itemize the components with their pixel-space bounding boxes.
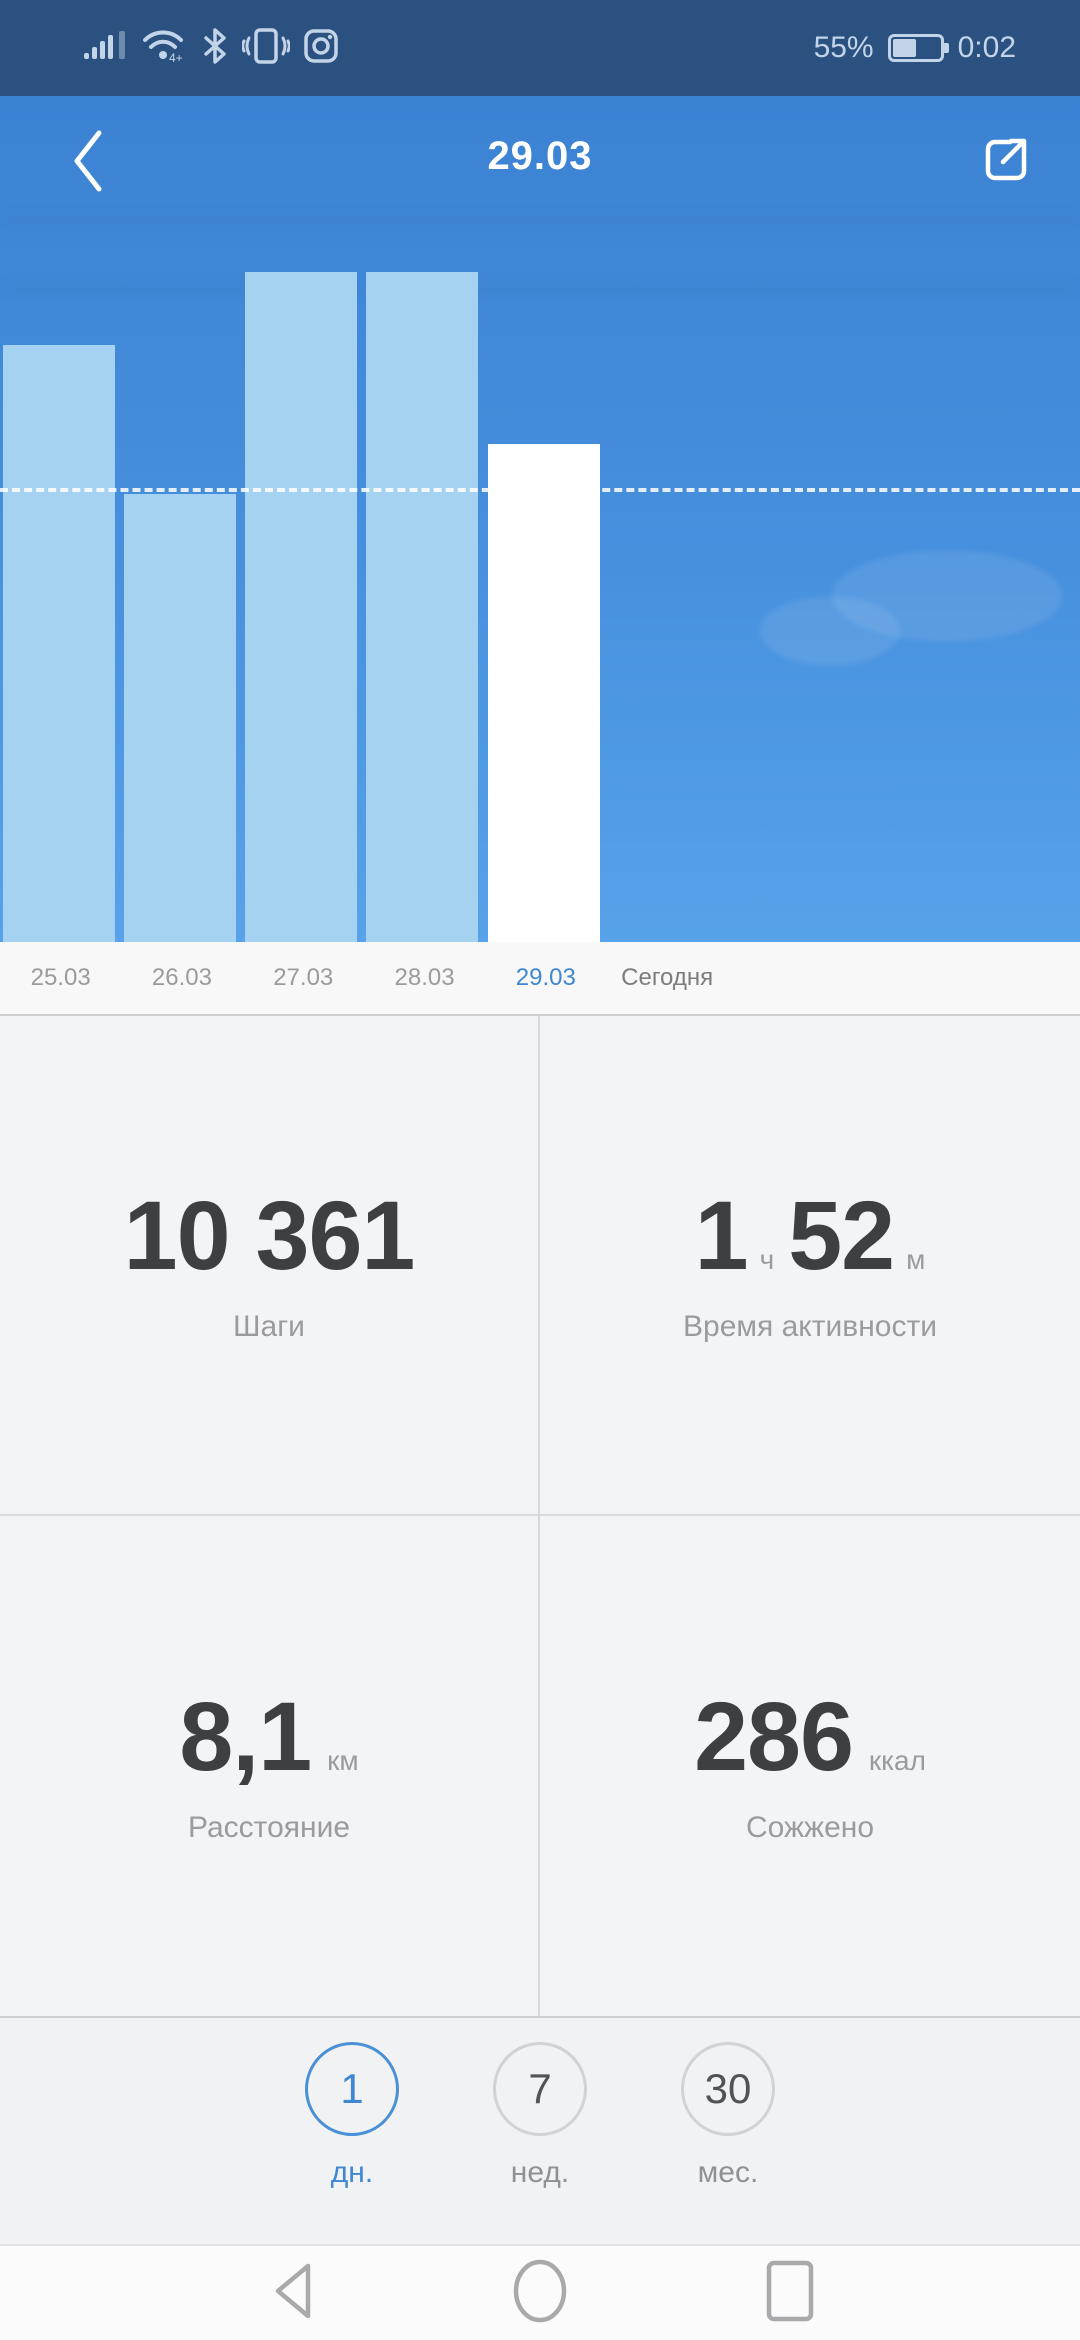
share-button[interactable] — [976, 126, 1036, 196]
android-nav-bar — [0, 2244, 1080, 2340]
steps-bar-chart — [0, 96, 1080, 942]
period-tab-circle-day[interactable]: 1 — [305, 2042, 399, 2136]
page-title: 29.03 — [487, 134, 593, 178]
app-header: 29.03 — [0, 96, 1080, 226]
status-clock: 0:02 — [957, 31, 1016, 64]
chart-bar-29.03[interactable] — [487, 443, 600, 942]
battery-icon — [887, 34, 949, 62]
home-circle-icon — [511, 2258, 569, 2329]
cloud-shape — [832, 550, 1062, 642]
chart-bar-28.03[interactable] — [366, 271, 479, 942]
distance-label: Расстояние — [187, 1810, 351, 1844]
calories-value: 286 — [694, 1681, 854, 1791]
recents-square-icon — [765, 2259, 815, 2328]
period-tab-week[interactable]: 7 нед. — [492, 2042, 588, 2244]
status-bar: 4+ — [0, 0, 1080, 96]
period-tab-circle-month[interactable]: 30 — [681, 2042, 775, 2136]
hours-unit: ч — [759, 1243, 775, 1275]
goal-dashed-line — [0, 487, 1080, 492]
date-label-29.03[interactable]: 29.03 — [515, 964, 576, 991]
back-button[interactable] — [58, 128, 118, 198]
nav-recents-button[interactable] — [755, 2258, 825, 2328]
date-label-28.03[interactable]: 28.03 — [394, 964, 455, 991]
activity-hours-value: 1 — [694, 1180, 749, 1290]
stats-grid: 10 361 Шаги 1 ч 52 м Время активности 8,… — [0, 1016, 1080, 2016]
period-selector: 1 дн. 7 нед. 30 мес. — [0, 2016, 1080, 2244]
stat-cell-distance: 8,1 км Расстояние — [0, 1516, 540, 2016]
calories-unit: ккал — [868, 1744, 926, 1776]
share-icon — [980, 133, 1032, 190]
period-tab-label-day: дн. — [330, 2156, 374, 2189]
chart-bar-25.03[interactable] — [2, 344, 115, 942]
stat-cell-calories: 286 ккал Сожжено — [540, 1516, 1080, 2016]
activity-minutes-value: 52 — [788, 1180, 895, 1290]
vibrate-icon — [241, 27, 291, 69]
chevron-left-icon — [69, 128, 107, 199]
svg-text:4+: 4+ — [169, 51, 183, 63]
cloud-shape — [760, 596, 900, 666]
stat-cell-activity-time: 1 ч 52 м Время активности — [540, 1016, 1080, 1516]
period-tab-circle-week[interactable]: 7 — [493, 2042, 587, 2136]
minutes-unit: м — [906, 1243, 926, 1275]
date-label-25.03[interactable]: 25.03 — [30, 964, 91, 991]
period-tab-label-week: нед. — [510, 2156, 570, 2189]
date-label-26.03[interactable]: 26.03 — [151, 964, 212, 991]
nav-home-button[interactable] — [505, 2258, 575, 2328]
bluetooth-icon — [202, 27, 228, 69]
chart-area: 29.03 — [0, 96, 1080, 942]
status-notification-icons: 4+ — [84, 18, 338, 78]
period-tab-label-month: мес. — [697, 2156, 759, 2189]
distance-value: 8,1 — [179, 1681, 312, 1791]
instagram-icon — [304, 28, 338, 68]
steps-value: 10 361 — [123, 1180, 416, 1290]
nav-back-button[interactable] — [255, 2258, 325, 2328]
activity-time-label: Время активности — [683, 1309, 937, 1343]
date-label-27.03[interactable]: 27.03 — [273, 964, 334, 991]
period-tab-day[interactable]: 1 дн. — [304, 2042, 400, 2244]
date-label-Сегодня[interactable]: Сегодня — [621, 964, 714, 991]
signal-icon — [84, 30, 128, 66]
chart-bar-27.03[interactable] — [245, 271, 358, 942]
chart-bar-26.03[interactable] — [123, 493, 236, 942]
wifi-icon: 4+ — [142, 29, 188, 68]
period-tab-month[interactable]: 30 мес. — [680, 2042, 776, 2244]
battery-percent: 55% — [813, 31, 874, 64]
steps-label: Шаги — [233, 1309, 305, 1343]
calories-label: Сожжено — [745, 1810, 875, 1844]
stat-cell-steps: 10 361 Шаги — [0, 1016, 540, 1516]
date-axis-strip: 25.03 26.03 27.03 28.03 29.03 Сегодня — [0, 942, 1080, 1016]
back-triangle-icon — [266, 2259, 314, 2328]
distance-unit: км — [327, 1744, 359, 1776]
